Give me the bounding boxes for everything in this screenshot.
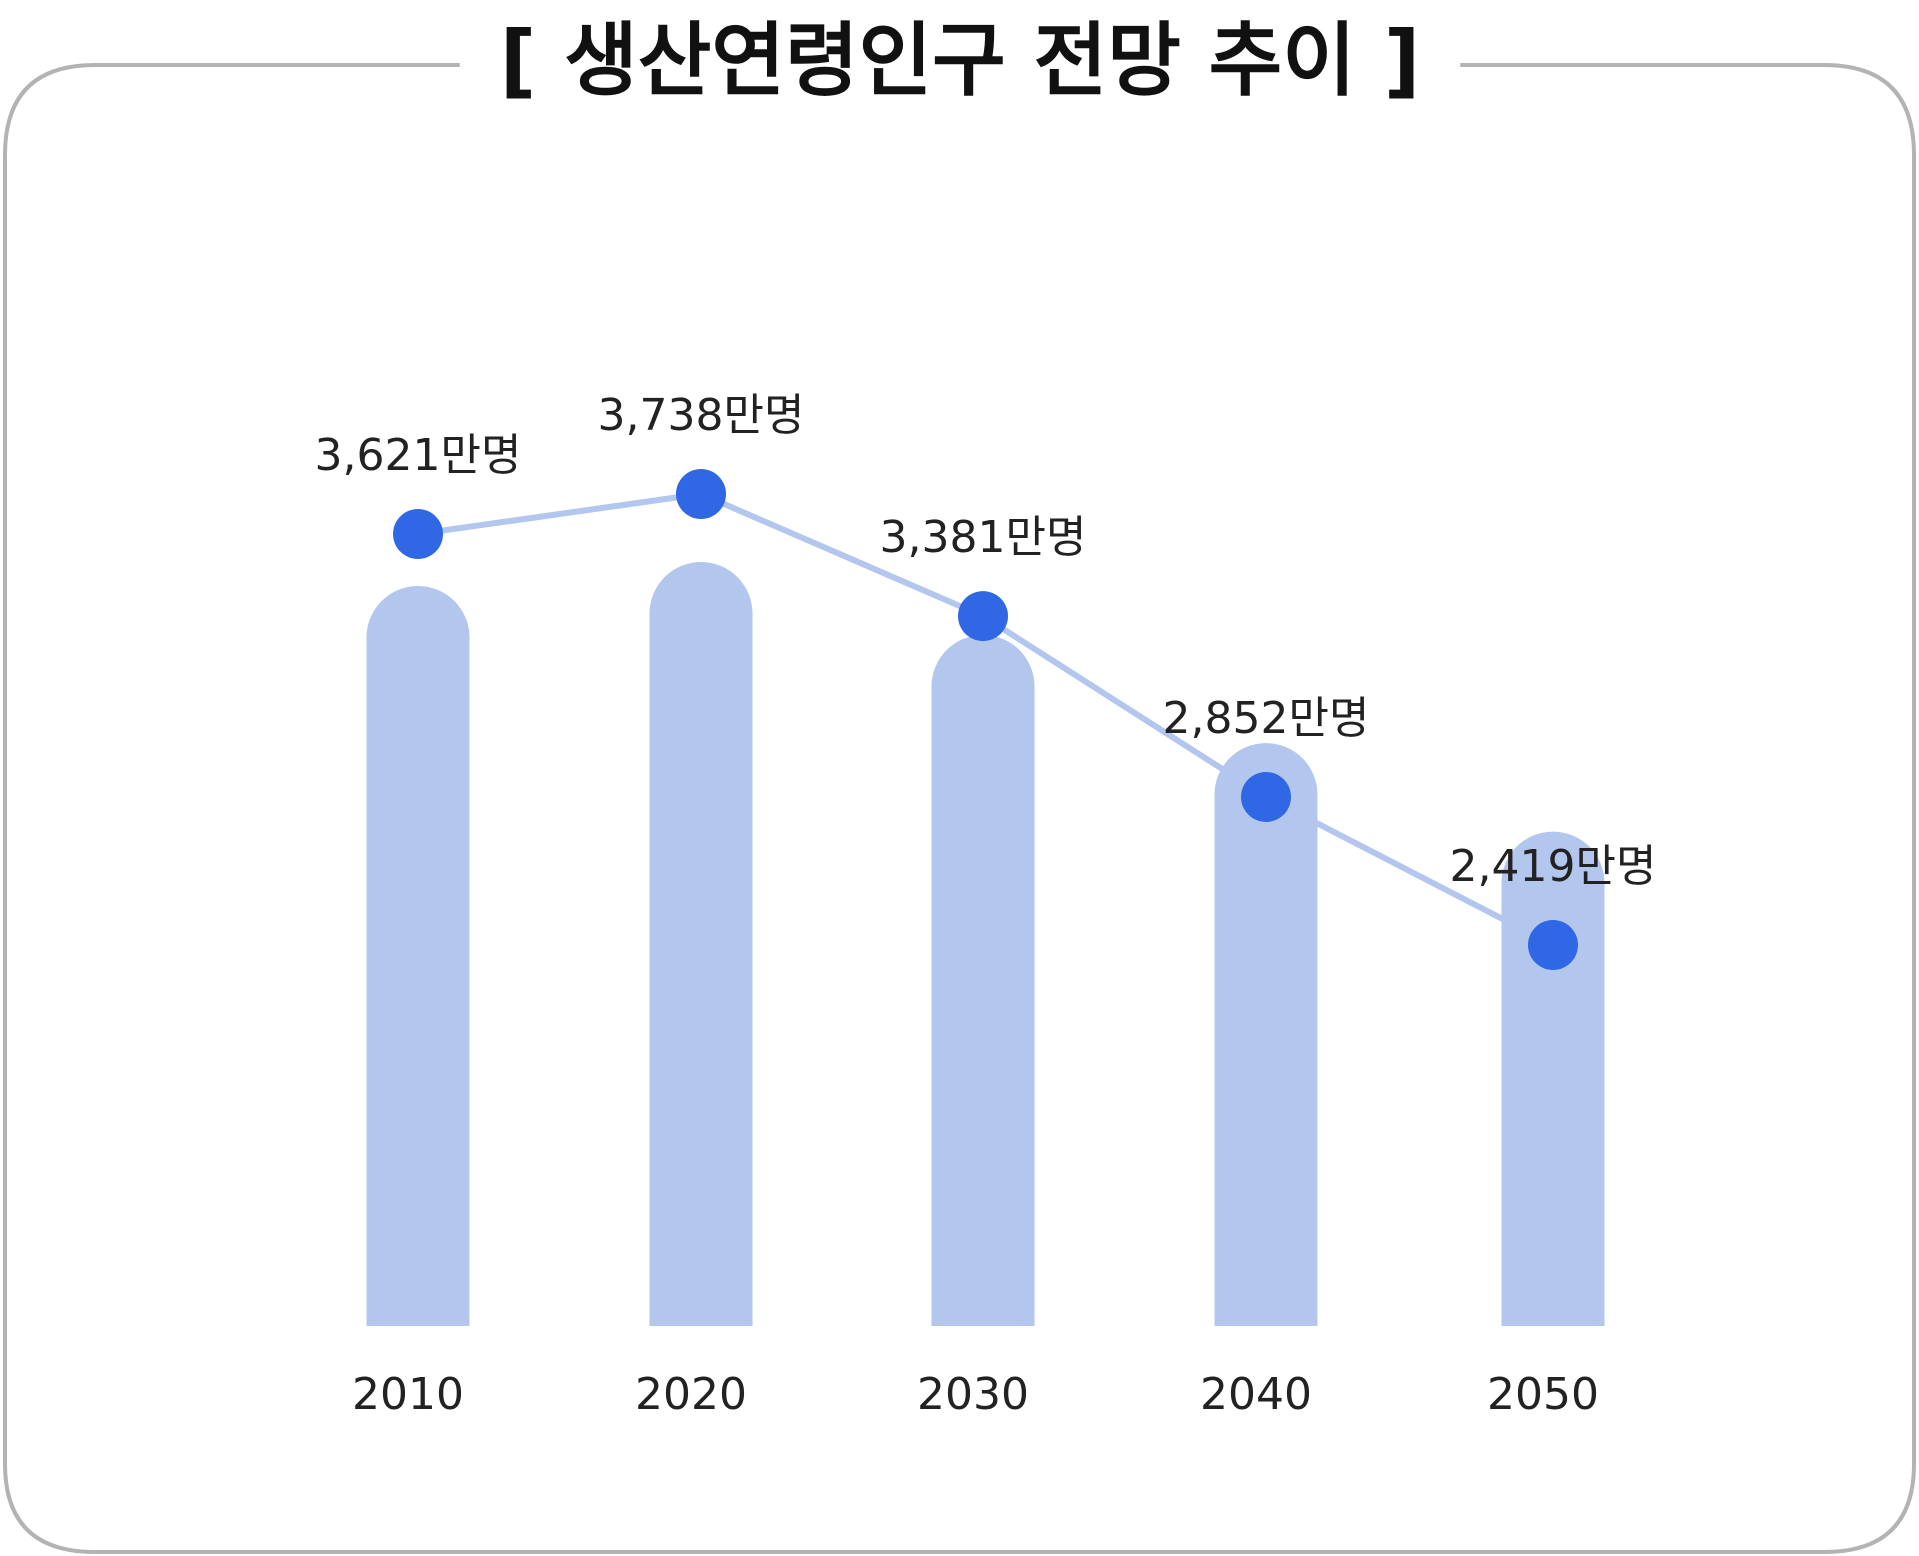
bar-2050 (1501, 831, 1605, 1326)
marker-2010 (393, 509, 443, 560)
value-label-group: 3,621만명 3,738만명 3,381만명 2,852만명 2,419만명 (315, 390, 1657, 892)
value-label-2020: 3,738만명 (598, 390, 805, 441)
chart-frame (3, 63, 1916, 1554)
bar-2040 (1214, 743, 1318, 1326)
bar-2030 (931, 634, 1035, 1326)
x-tick-2030: 2030 (917, 1369, 1029, 1420)
bar-group (366, 562, 1605, 1326)
marker-2040 (1241, 771, 1291, 822)
value-label-2050: 2,419만명 (1450, 841, 1657, 892)
bar-2010 (366, 585, 470, 1326)
value-label-2030: 3,381만명 (880, 512, 1087, 563)
x-tick-2040: 2040 (1200, 1369, 1312, 1420)
marker-group (393, 469, 1578, 970)
chart-title: [ 생산연령인구 전망 추이 ] (500, 14, 1421, 107)
marker-2050 (1528, 920, 1578, 970)
value-label-2010: 3,621만명 (315, 430, 522, 481)
x-axis-labels: 2010 2020 2030 2040 2050 (352, 1369, 1599, 1420)
value-label-2040: 2,852만명 (1163, 693, 1370, 744)
bar-2020 (649, 562, 753, 1326)
x-tick-2020: 2020 (635, 1369, 747, 1420)
marker-2020 (676, 469, 726, 519)
x-tick-2010: 2010 (352, 1369, 464, 1420)
x-tick-2050: 2050 (1487, 1369, 1599, 1420)
marker-2030 (958, 591, 1008, 642)
